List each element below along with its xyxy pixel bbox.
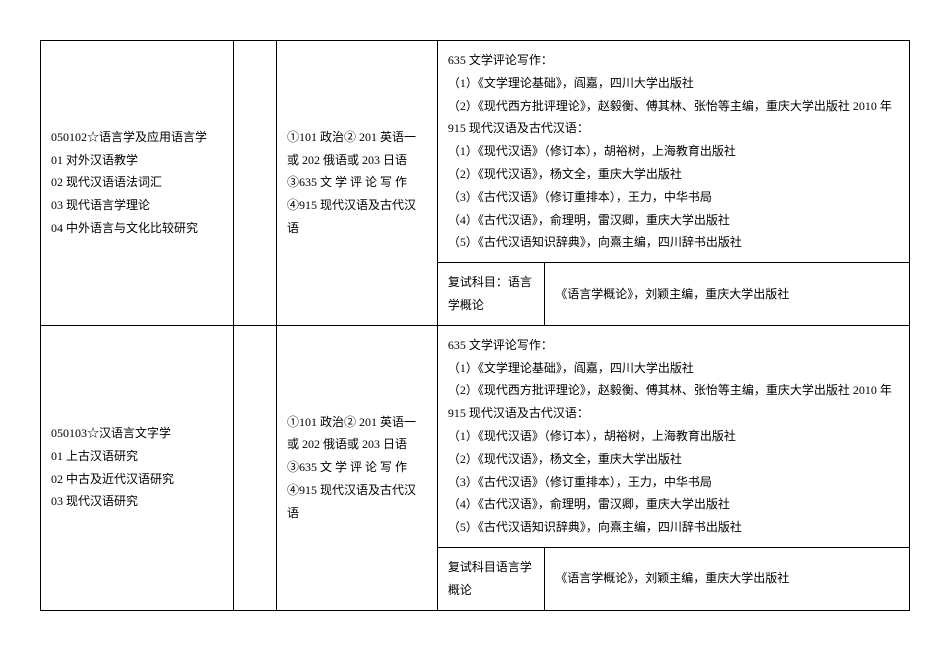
retest-subject-cell: 复试科目语言学概论 bbox=[437, 547, 544, 610]
program-cell: 050102☆语言学及应用语言学 01 对外汉语教学 02 现代汉语语法词汇 0… bbox=[41, 41, 234, 326]
quota-cell bbox=[234, 325, 277, 610]
retest-ref-cell: 《语言学概论》，刘颖主编，重庆大学出版社 bbox=[545, 547, 910, 610]
program-cell: 050103☆汉语言文字学 01 上古汉语研究 02 中古及近代汉语研究 03 … bbox=[41, 325, 234, 610]
quota-cell bbox=[234, 41, 277, 326]
refs-cell: 635 文学评论写作： （1）《文学理论基础》，阎嘉，四川大学出版社 （2）《现… bbox=[437, 41, 909, 263]
retest-subject-cell: 复试科目：语言学概论 bbox=[437, 263, 544, 326]
exam-cell: ①101 政治② 201 英语一或 202 俄语或 203 日语③635 文 学… bbox=[277, 41, 438, 326]
refs-cell: 635 文学评论写作： （1）《文学理论基础》，阎嘉，四川大学出版社 （2）《现… bbox=[437, 325, 909, 547]
retest-ref-cell: 《语言学概论》，刘颖主编，重庆大学出版社 bbox=[545, 263, 910, 326]
program-table: 050102☆语言学及应用语言学 01 对外汉语教学 02 现代汉语语法词汇 0… bbox=[40, 40, 910, 611]
exam-cell: ①101 政治② 201 英语一或 202 俄语或 203 日语③635 文 学… bbox=[277, 325, 438, 610]
